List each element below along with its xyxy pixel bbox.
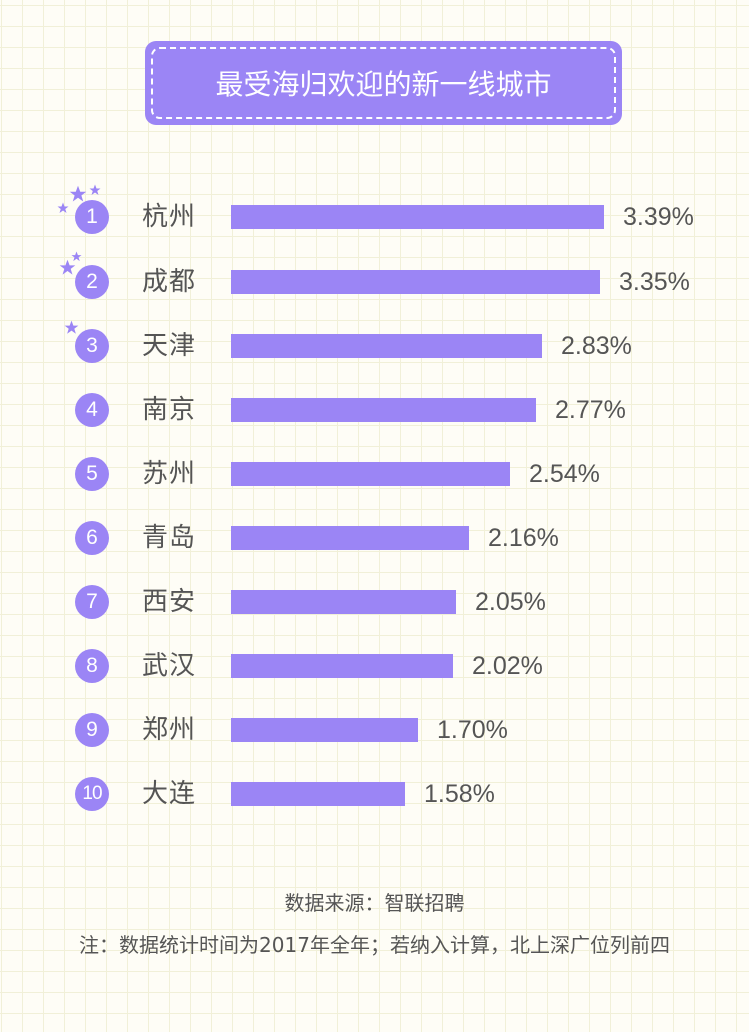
star-icon [59,259,76,275]
value-bar [231,398,536,422]
value-label: 2.02% [472,652,543,680]
value-label: 2.83% [561,332,632,360]
chart-row: 2 成都 3.35% [0,262,749,302]
value-label: 2.77% [555,396,626,424]
value-bar [231,526,469,550]
chart-row: 4 南京 2.77% [0,390,749,430]
star-icon [64,320,79,334]
city-label: 杭州 [142,202,197,232]
city-label: 天津 [142,331,197,361]
value-label: 2.54% [529,460,600,488]
value-bar [231,590,456,614]
value-bar [231,334,542,358]
city-label: 成都 [142,267,197,297]
value-bar [231,782,405,806]
chart-row: 8 武汉 2.02% [0,646,749,686]
value-label: 1.58% [424,780,495,808]
rank-badge: 9 [75,713,109,747]
chart-row: 10 大连 1.58% [0,774,749,814]
value-bar [231,462,510,486]
city-label: 苏州 [142,459,197,489]
data-source-note: 数据来源：智联招聘 [284,891,465,915]
value-label: 2.16% [488,524,559,552]
rank-badge: 1 [75,200,109,234]
star-icon [89,184,101,195]
rank-badge: 6 [75,521,109,555]
value-bar [231,654,453,678]
value-label: 3.35% [619,268,690,296]
city-label: 武汉 [142,651,197,681]
value-bar [231,718,418,742]
rank-badge: 2 [75,265,109,299]
star-icon [57,202,69,213]
city-label: 西安 [142,587,197,617]
chart-row: 9 郑州 1.70% [0,710,749,750]
city-label: 郑州 [142,715,197,745]
title-banner: 最受海归欢迎的新一线城市 [145,41,622,125]
star-icon [69,185,87,202]
value-bar [231,270,600,294]
city-label: 南京 [142,395,197,425]
rank-badge: 10 [75,777,109,811]
value-label: 1.70% [437,716,508,744]
value-bar [231,205,604,229]
chart-row: 1 杭州 3.39% [0,197,749,237]
chart-title: 最受海归欢迎的新一线城市 [215,68,552,101]
rank-badge: 4 [75,393,109,427]
value-label: 3.39% [623,203,694,231]
chart-row: 7 西安 2.05% [0,582,749,622]
footnote: 注：数据统计时间为2017年全年；若纳入计算，北上深广位列前四 [79,933,670,957]
rank-badge: 5 [75,457,109,491]
chart-row: 5 苏州 2.54% [0,454,749,494]
rank-badge: 7 [75,585,109,619]
rank-badge: 3 [75,329,109,363]
city-label: 青岛 [142,523,197,553]
value-label: 2.05% [475,588,546,616]
rank-badge: 8 [75,649,109,683]
star-icon [71,251,82,262]
chart-row: 3 天津 2.83% [0,326,749,366]
chart-row: 6 青岛 2.16% [0,518,749,558]
title-dashed-border [151,47,616,119]
city-label: 大连 [142,779,197,809]
